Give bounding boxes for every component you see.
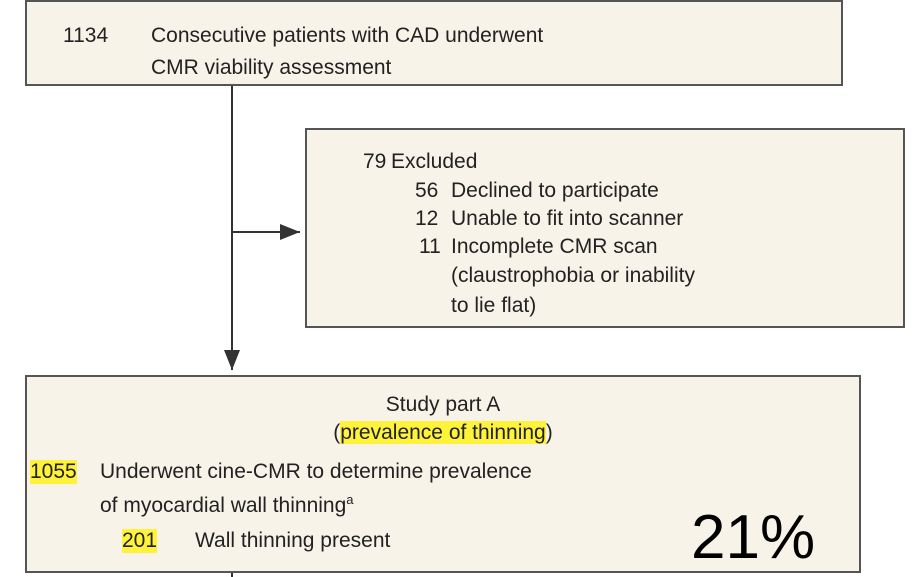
count: 56 xyxy=(415,179,439,202)
paren: ( xyxy=(333,421,341,444)
label: Declined to participate xyxy=(451,179,659,202)
study-box: Study part A (prevalence of thinning) 10… xyxy=(25,375,861,573)
enrolled-box: 1134 Consecutive patients with CAD under… xyxy=(25,0,843,86)
footnote: a xyxy=(346,492,354,507)
label: Unable to fit into scanner xyxy=(451,207,684,230)
count: 201 xyxy=(122,529,158,553)
excluded-box: 79 Excluded 56 Declined to participate 1… xyxy=(305,128,905,328)
label: (claustrophobia or inability xyxy=(451,264,695,287)
count: 79 xyxy=(363,150,387,173)
label: Excluded xyxy=(391,150,478,173)
label: CMR viability assessment xyxy=(151,56,392,79)
paren: ) xyxy=(545,421,553,444)
label: Wall thinning present xyxy=(195,529,391,552)
label: of myocardial wall thinning xyxy=(100,494,347,517)
label: Incomplete CMR scan xyxy=(451,235,658,258)
label: Consecutive patients with CAD underwent xyxy=(151,24,544,47)
label: to lie flat) xyxy=(451,294,537,317)
count: 1055 xyxy=(30,460,77,484)
title: Study part A xyxy=(385,393,501,416)
label: Underwent cine-CMR to determine prevalen… xyxy=(100,460,532,483)
subtitle: (prevalence of thinning) xyxy=(27,421,859,445)
annotation: 21% xyxy=(691,503,816,572)
count: 12 xyxy=(415,207,439,230)
highlight: prevalence of thinning xyxy=(340,421,546,444)
count: 11 xyxy=(419,235,441,258)
label-line: of myocardial wall thinninga xyxy=(100,488,354,518)
count: 1134 xyxy=(63,24,109,47)
